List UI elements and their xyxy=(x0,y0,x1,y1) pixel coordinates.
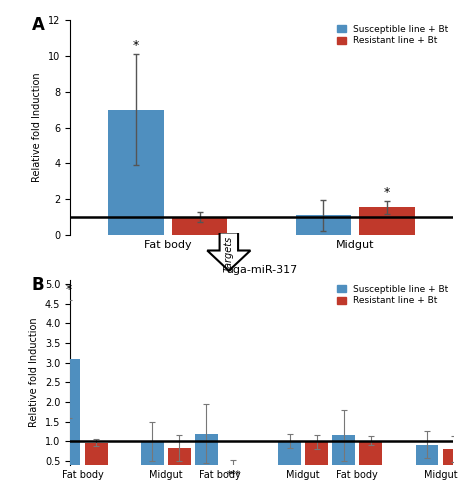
Bar xyxy=(108,110,163,235)
Bar xyxy=(359,440,382,480)
Bar xyxy=(168,448,191,480)
Bar xyxy=(222,465,245,480)
Bar xyxy=(85,442,107,480)
Bar xyxy=(416,444,439,480)
Bar xyxy=(57,358,80,480)
FancyArrow shape xyxy=(207,232,250,271)
Text: ***: *** xyxy=(226,470,241,480)
Bar xyxy=(443,450,466,480)
Bar xyxy=(296,216,351,235)
Bar xyxy=(333,436,355,480)
Legend: Susceptible line + Bt, Resistant line + Bt: Susceptible line + Bt, Resistant line + … xyxy=(337,24,448,45)
Text: *: * xyxy=(133,40,139,52)
Text: Targets: Targets xyxy=(224,236,234,272)
Text: *: * xyxy=(66,282,72,296)
Y-axis label: Relative fold Induction: Relative fold Induction xyxy=(29,318,39,428)
Text: *: * xyxy=(384,186,390,199)
Bar xyxy=(141,442,164,480)
Text: A: A xyxy=(32,16,45,34)
Bar xyxy=(305,442,328,480)
Text: B: B xyxy=(32,276,44,294)
Legend: Susceptible line + Bt, Resistant line + Bt: Susceptible line + Bt, Resistant line + … xyxy=(337,284,448,305)
Text: aga-miR-317: aga-miR-317 xyxy=(226,265,297,275)
Y-axis label: Relative fold Induction: Relative fold Induction xyxy=(32,72,42,182)
Bar xyxy=(278,442,301,480)
Bar xyxy=(195,434,218,480)
Bar xyxy=(172,217,227,235)
Bar xyxy=(360,207,415,235)
